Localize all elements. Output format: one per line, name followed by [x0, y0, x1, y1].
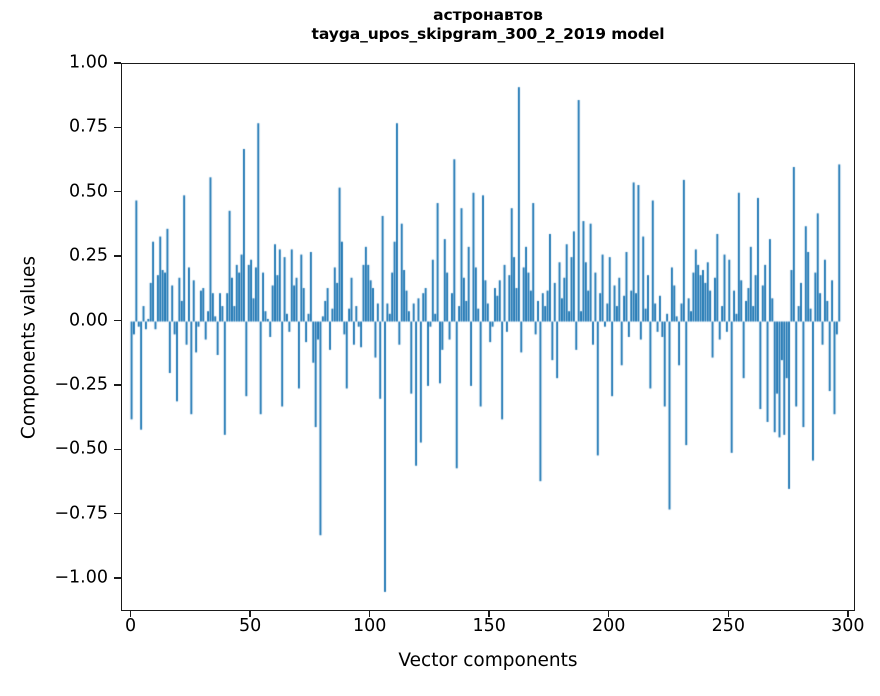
y-tick-label: −0.50	[54, 438, 108, 459]
x-tick-mark	[249, 610, 251, 617]
y-tick-mark	[113, 512, 121, 515]
y-tick-label: 0.00	[69, 309, 108, 330]
y-tick-label: 1.00	[69, 52, 108, 73]
plot-area	[121, 63, 856, 612]
y-tick-label: −1.00	[54, 567, 108, 588]
x-tick-label: 300	[831, 616, 865, 636]
y-tick-label: 0.50	[69, 181, 108, 201]
y-tick-mark	[113, 255, 121, 257]
y-tick-label: −0.25	[54, 374, 108, 395]
x-tick-label: 0	[124, 616, 137, 636]
y-tick-mark	[113, 384, 121, 386]
x-tick-label: 200	[592, 616, 626, 636]
x-tick-mark	[847, 610, 849, 617]
x-tick-mark	[129, 610, 132, 617]
x-tick-label: 150	[472, 616, 506, 636]
chart-title-line1: астронавтов	[433, 6, 543, 24]
bar-series-canvas	[122, 64, 856, 612]
y-tick-label: 0.75	[69, 116, 108, 137]
y-tick-label: −0.75	[54, 502, 108, 523]
x-tick-mark	[608, 610, 610, 617]
x-tick-label: 100	[352, 616, 387, 636]
y-tick-mark	[113, 319, 121, 322]
x-tick-mark	[368, 610, 371, 617]
chart-title: астронавтов tayga_upos_skipgram_300_2_20…	[121, 6, 855, 44]
chart-title-line2: tayga_upos_skipgram_300_2_2019 model	[311, 25, 665, 43]
y-tick-label: 0.25	[69, 245, 108, 266]
x-tick-label: 250	[711, 616, 745, 636]
y-tick-mark	[113, 577, 121, 579]
y-tick-mark	[113, 448, 121, 450]
x-tick-mark	[488, 610, 490, 617]
x-tick-mark	[727, 610, 729, 617]
x-axis-label: Vector components	[398, 650, 578, 671]
y-tick-mark	[113, 62, 121, 64]
x-tick-label: 50	[238, 616, 262, 636]
y-tick-mark	[113, 126, 121, 129]
y-tick-mark	[113, 191, 121, 193]
